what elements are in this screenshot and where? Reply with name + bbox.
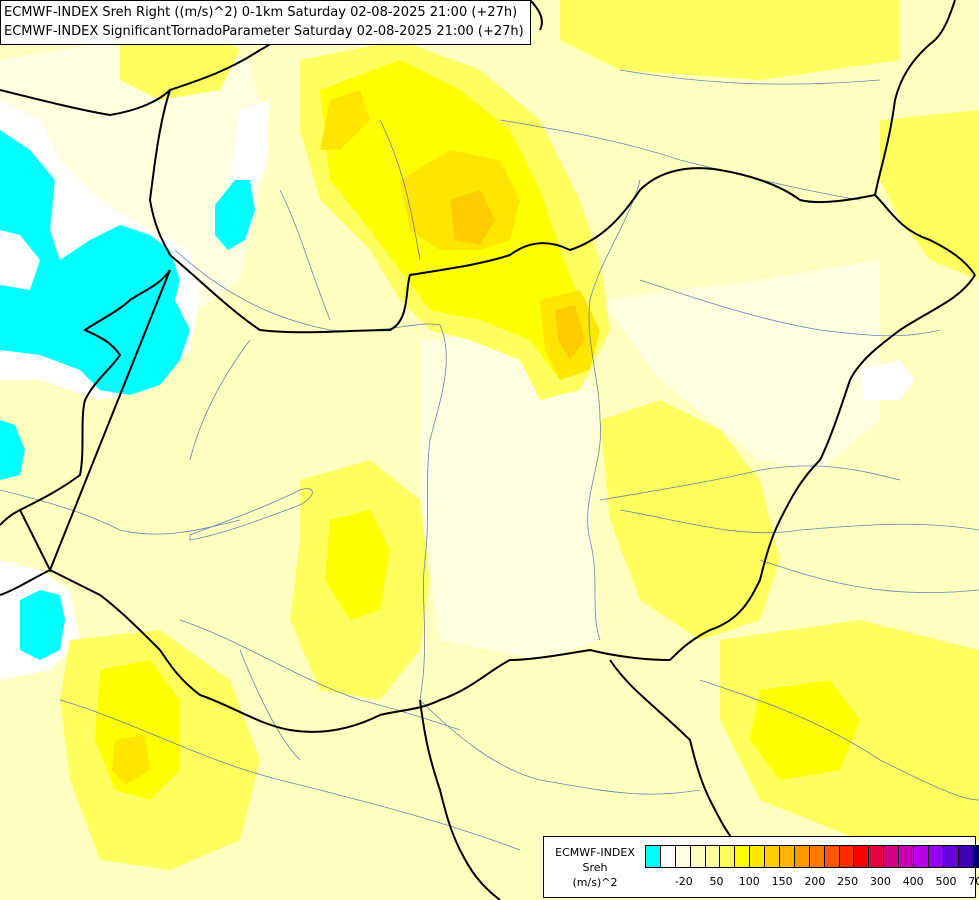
field-gold-center-south (325, 510, 390, 620)
legend-swatch (690, 846, 706, 867)
legend-swatch (928, 846, 944, 867)
field-cyan-north (215, 180, 255, 250)
border-hungary-east (669, 274, 976, 661)
legend-swatch (735, 846, 751, 867)
border-hungary-north (169, 167, 976, 334)
legend-swatch (958, 846, 974, 867)
field-yellow-ne (880, 110, 979, 280)
legend-tick-label: 50 (709, 875, 724, 888)
border-south-2 (609, 659, 751, 861)
legend-tick-labels: -20 50 100 150 200 250 300 400 500 700 (645, 875, 979, 889)
legend-swatch (839, 846, 855, 867)
river-north-2 (619, 69, 881, 85)
color-legend: ECMWF-INDEX Sreh (m/s)^2 -20 50 100 150 200 2… (543, 836, 979, 898)
border-northeast (874, 0, 956, 196)
legend-swatch (660, 846, 676, 867)
rivers (0, 69, 979, 851)
field-yellow-ne-top (560, 0, 900, 80)
river-east-2 (619, 509, 979, 534)
river-lake-balaton (189, 488, 313, 541)
border-southwest (0, 569, 51, 596)
border-hungary-west (18, 269, 171, 573)
border-south-1 (419, 699, 501, 900)
river-west-3 (279, 189, 331, 321)
legend-tick-label: 400 (902, 875, 924, 888)
legend-swatch (705, 846, 721, 867)
river-west-2 (189, 339, 251, 461)
river-north-3 (379, 119, 421, 261)
river-east-4 (639, 279, 941, 337)
legend-swatch (780, 846, 795, 867)
legend-swatch (794, 846, 810, 867)
legend-tick-label: 100 (738, 875, 760, 888)
legend-caption-line-3: (m/s)^2 (572, 876, 618, 889)
field-orange-central (555, 305, 585, 360)
legend-swatch (943, 846, 959, 867)
river-east-1 (599, 465, 901, 501)
legend-swatch (765, 846, 781, 867)
field-cyan-west (0, 130, 190, 395)
border-hungary-south (49, 569, 671, 733)
legend-tick-label: 500 (935, 875, 957, 888)
field-cyan-west-small (0, 420, 25, 480)
map-title-box: ECMWF-INDEX Sreh Right ((m/s)^2) 0-1km S… (0, 0, 531, 45)
legend-swatch (750, 846, 766, 867)
legend-swatch (884, 846, 900, 867)
border-northeast-top (529, 0, 543, 31)
river-tisza (587, 179, 641, 641)
legend-swatch (854, 846, 870, 867)
legend-swatch (973, 846, 979, 867)
legend-tick-label: 150 (771, 875, 793, 888)
river-west-1 (0, 489, 241, 535)
field-yellow-east (600, 400, 780, 640)
legend-swatch (899, 846, 915, 867)
legend-tick-label: -20 (674, 875, 693, 888)
field-cyan-west-notch (0, 230, 40, 290)
legend-tick-label: 200 (804, 875, 826, 888)
border-west-mid (0, 509, 21, 526)
field-white-north (230, 100, 270, 200)
legend-tick-label: 700 (968, 875, 979, 888)
border-north-2 (148, 89, 171, 256)
legend-caption-line-1: ECMWF-INDEX (555, 846, 635, 859)
map-title-line-1: ECMWF-INDEX Sreh Right ((m/s)^2) 0-1km S… (4, 5, 518, 20)
field-gold-north-west (320, 90, 370, 150)
field-light-central (420, 330, 600, 660)
legend-swatch (720, 846, 736, 867)
legend-swatch (824, 846, 840, 867)
river-sw-1 (239, 649, 301, 761)
legend-swatch (914, 846, 929, 867)
field-cyan-sw (20, 590, 65, 660)
river-sava (59, 699, 521, 851)
river-south-1 (419, 699, 701, 795)
legend-tick-label: 300 (869, 875, 891, 888)
river-south-2 (699, 679, 979, 801)
field-orange-sw (112, 735, 150, 785)
river-danube-bend (419, 324, 447, 701)
river-north-1 (499, 119, 861, 201)
river-danube-north (174, 249, 441, 332)
legend-caption: ECMWF-INDEX Sreh (m/s)^2 (546, 845, 644, 890)
legend-swatch (675, 846, 691, 867)
legend-swatch (869, 846, 885, 867)
river-east-3 (759, 559, 979, 594)
legend-swatch (809, 846, 825, 867)
legend-color-scale (645, 845, 979, 868)
field-light-east (600, 260, 880, 470)
legend-caption-line-2: Sreh (582, 861, 608, 874)
map-title-line-2: ECMWF-INDEX SignificantTornadoParameter … (4, 24, 524, 39)
legend-tick-label: 250 (837, 875, 859, 888)
river-drava (179, 619, 461, 731)
field-white-east-spot (860, 360, 915, 400)
legend-swatch (646, 846, 661, 867)
field-gold-se (750, 680, 860, 780)
field-orange-north (450, 190, 495, 245)
